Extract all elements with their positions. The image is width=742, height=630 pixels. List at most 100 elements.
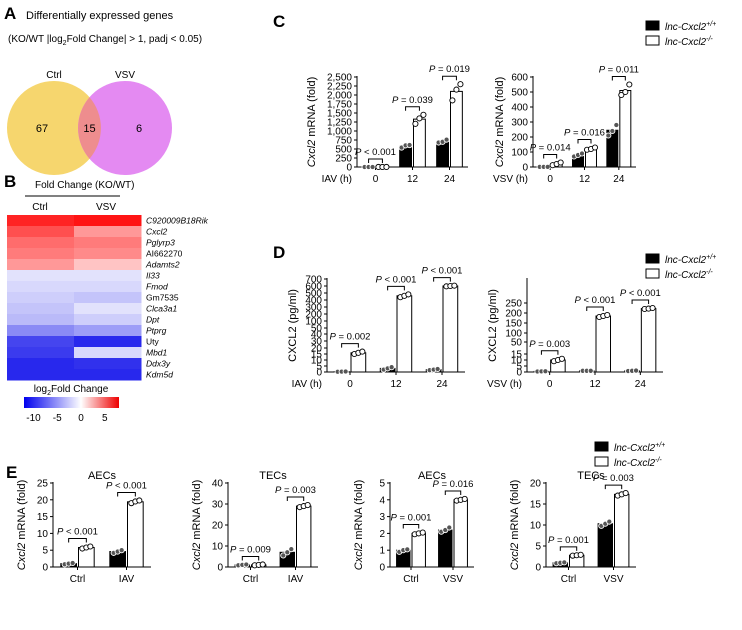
heatmap-cell <box>7 347 75 359</box>
data-point <box>359 348 366 355</box>
data-point <box>404 546 411 553</box>
data-point <box>406 141 413 149</box>
x-tick-label: 0 <box>547 379 553 390</box>
x-tick-label: IAV <box>288 574 304 585</box>
significance-bracket <box>577 139 592 144</box>
y-tick-label: 10 <box>311 356 323 367</box>
y-tick-label: 10 <box>511 356 523 367</box>
panel-b-label: B <box>4 172 16 191</box>
data-point <box>87 543 94 550</box>
y-tick-label: 25 <box>37 479 49 490</box>
significance-bracket <box>540 350 559 355</box>
y-axis-label: Cxcl2 mRNA (fold) <box>494 77 506 167</box>
heatmap-gene-label: Clca3a1 <box>146 304 177 314</box>
p-value-label: P < 0.001 <box>575 295 616 306</box>
data-point <box>259 561 266 568</box>
y-tick-label: 2,250 <box>327 82 352 93</box>
data-point <box>388 364 395 371</box>
legend-swatch-wt <box>594 441 609 452</box>
significance-bracket <box>402 524 420 529</box>
data-point <box>451 282 458 289</box>
legend-label-ko: lnc-Cxcl2-/- <box>665 36 713 48</box>
significance-bracket <box>241 555 260 561</box>
p-value-label: P < 0.001 <box>355 147 396 158</box>
x-tick-label: Ctrl <box>561 574 577 585</box>
heatmap-cell <box>74 215 142 227</box>
y-tick-label: 20 <box>530 479 542 490</box>
x-axis-label: VSV (h) <box>493 174 528 185</box>
legend-swatch-ko <box>594 456 609 467</box>
data-point <box>280 552 287 559</box>
y-tick-label: 0 <box>522 163 528 174</box>
x-tick-label: Ctrl <box>243 574 259 585</box>
heatmap-cell <box>74 303 142 315</box>
heatmap-cell <box>7 303 75 315</box>
p-value-label: P = 0.011 <box>599 65 639 76</box>
y-tick-label: 40 <box>212 479 224 490</box>
y-tick-label: 0 <box>346 163 352 174</box>
data-point <box>136 497 143 504</box>
significance-bracket <box>68 538 87 543</box>
significance-bracket <box>586 306 604 311</box>
x-tick-label: 12 <box>390 379 402 390</box>
heatmap-cell <box>7 325 75 337</box>
colorbar-ticks: -10 -5 0 5 <box>26 413 108 424</box>
data-point <box>461 495 468 503</box>
heatmap-col-vsv: VSV <box>96 202 116 213</box>
heatmap-cell <box>74 358 142 370</box>
x-tick-label: 0 <box>373 174 379 185</box>
venn-overlap <box>78 97 101 159</box>
bar <box>597 523 613 568</box>
heatmap-cell <box>74 314 142 326</box>
y-tick-label: 100 <box>511 148 528 159</box>
significance-bracket <box>368 158 383 163</box>
heatmap-cell <box>74 369 142 381</box>
y-tick-label: 20 <box>311 344 323 355</box>
heatmap-cell <box>74 259 142 271</box>
p-value-label: P < 0.001 <box>106 480 147 491</box>
venn-set1-label: Ctrl <box>46 70 62 81</box>
chart-e-tecs-iav: 0 10 20 30 40 Cxcl2 mRNA (fold) TECs Ctrl P = 0.… <box>191 470 318 585</box>
heatmap-gene-label: AI662270 <box>146 249 183 259</box>
data-point <box>118 547 125 554</box>
venn-subtitle: (KO/WT |log2Fold Change| > 1, padj < 0.0… <box>8 34 202 47</box>
y-axis-label: Cxcl2 mRNA (fold) <box>191 480 203 570</box>
p-value-label: P = 0.001 <box>548 535 589 546</box>
heatmap-gene-label: Adamts2 <box>145 260 180 270</box>
colorbar-tick-label: -5 <box>53 413 62 424</box>
heatmap-gene-label: Mbd1 <box>146 348 168 358</box>
p-value-label: P = 0.003 <box>275 485 316 496</box>
y-tick-label: 200 <box>511 133 528 144</box>
heatmap-col-ctrl: Ctrl <box>32 202 48 213</box>
data-point <box>383 163 390 171</box>
y-tick-label: 10 <box>530 521 542 532</box>
data-point <box>412 120 419 127</box>
legend-label-wt: lnc-Cxcl2+/+ <box>614 442 665 454</box>
y-tick-label: 400 <box>511 103 528 114</box>
legend-swatch-ko <box>645 268 660 279</box>
y-tick-label: 700 <box>305 275 322 286</box>
y-tick-label: 20 <box>37 495 49 506</box>
y-tick-label: 150 <box>505 319 522 330</box>
p-value-label: P = 0.009 <box>230 544 271 555</box>
y-tick-label: 250 <box>505 299 522 310</box>
y-tick-label: 5 <box>379 479 385 490</box>
significance-bracket <box>286 496 305 502</box>
y-tick-label: 100 <box>505 329 522 340</box>
y-axis-label: CXCL2 (pg/ml) <box>487 289 499 362</box>
y-axis-label: Cxcl2 mRNA (fold) <box>353 480 365 570</box>
p-value-label: P = 0.003 <box>529 339 570 350</box>
y-tick-label: 2,000 <box>327 91 352 102</box>
y-tick-label: 4 <box>379 495 385 506</box>
data-point <box>434 365 441 373</box>
heatmap-gene-label: Ddx3y <box>146 359 171 369</box>
colorbar <box>24 397 119 408</box>
y-tick-label: 1,000 <box>327 127 352 138</box>
legend-swatch-wt <box>645 253 660 264</box>
heatmap-cell <box>7 215 75 227</box>
bar <box>127 501 144 568</box>
heatmap-gene-label: Fmod <box>146 282 168 292</box>
data-point <box>606 518 613 525</box>
y-tick-label: 200 <box>305 310 322 321</box>
